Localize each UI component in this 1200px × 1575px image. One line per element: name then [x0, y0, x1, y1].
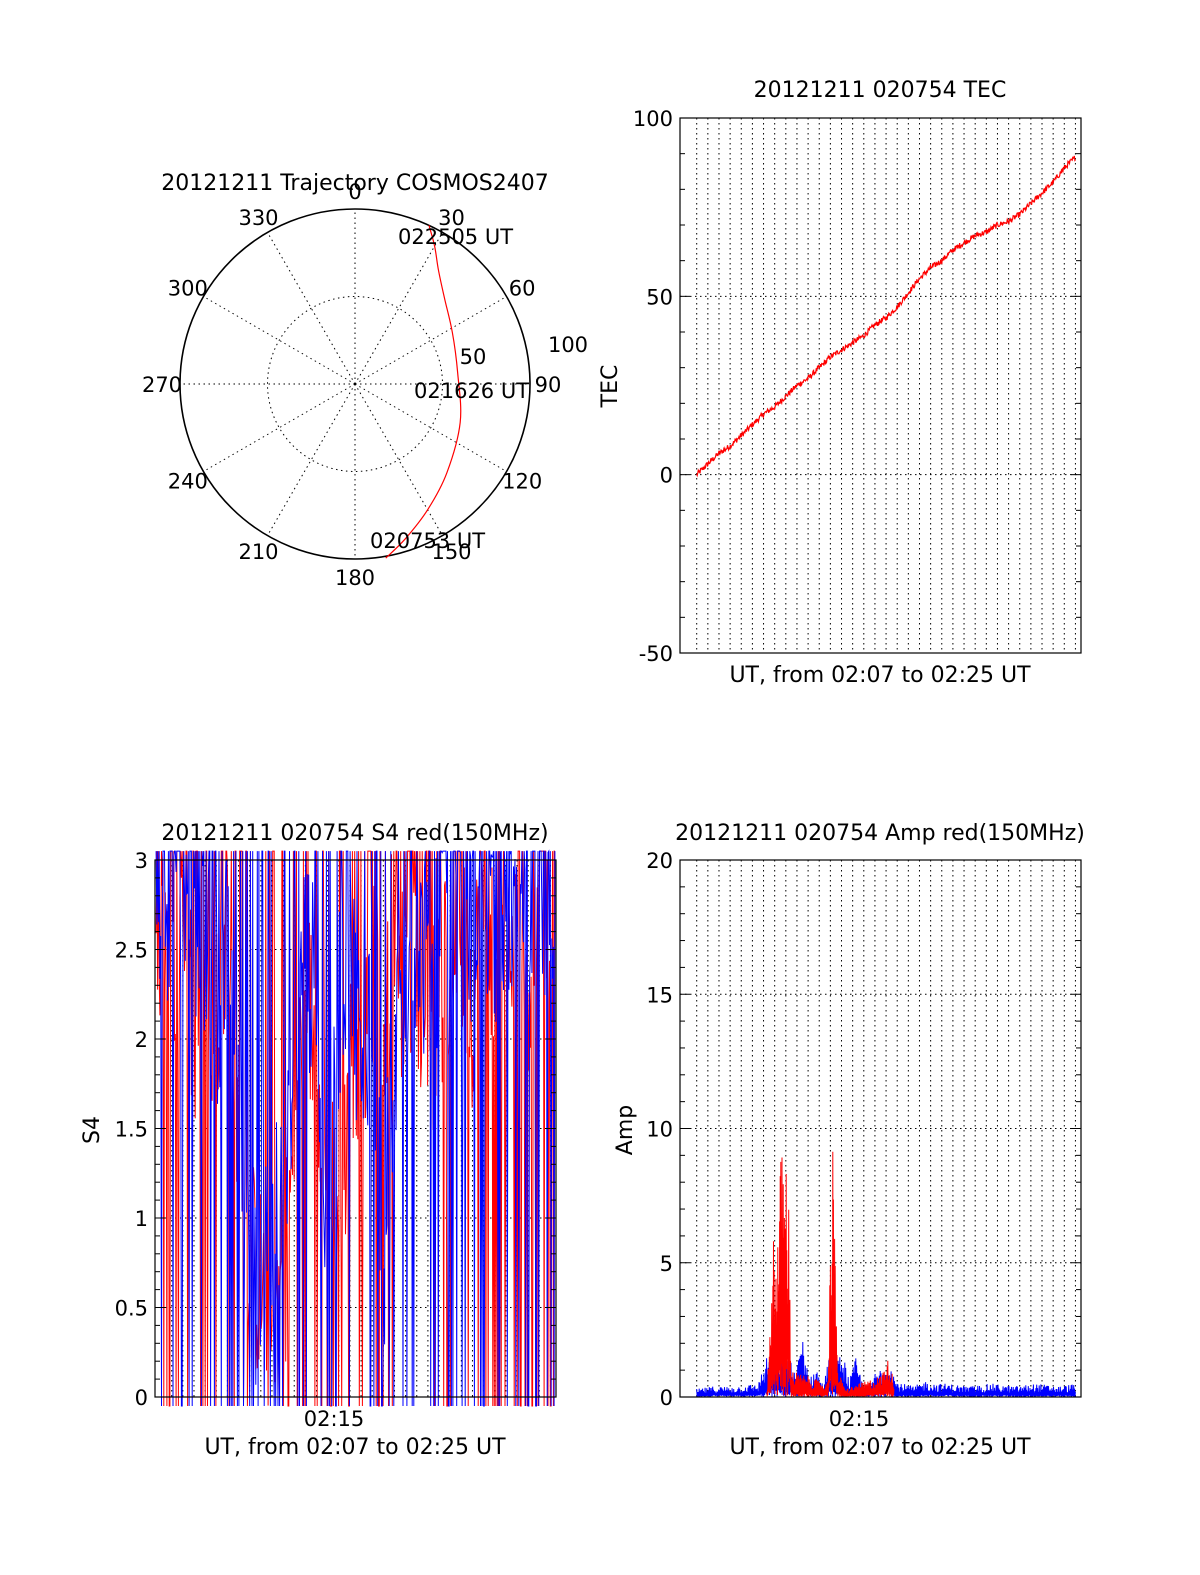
s4-x-tick-0215: 02:15: [304, 1407, 365, 1431]
tec-y-tick-label: 0: [660, 464, 673, 488]
amp-series-line-red: [766, 1151, 895, 1398]
s4-series-line-blue: [155, 849, 556, 1407]
s4-y-tick-label: 3: [135, 849, 148, 873]
s4-plot: 20121211 020754 S4 red(150MHz) 0 0.5 1 1.5 2…: [80, 821, 557, 1460]
s4-y-tick-label: 1: [135, 1207, 148, 1231]
polar-angle-label-330: 330: [238, 206, 278, 230]
polar-angle-label-90: 90: [535, 373, 562, 397]
polar-spoke-30: [354, 232, 443, 385]
polar-outer-circle: [179, 208, 531, 560]
polar-angle-label-300: 300: [168, 277, 208, 301]
tec-y-ticks: -50 0 50 100: [633, 107, 1081, 666]
s4-x-label: UT, from 02:07 to 02:25 UT: [204, 1435, 506, 1460]
s4-y-tick-label: 0: [135, 1386, 148, 1410]
polar-spoke-300: [203, 296, 356, 385]
radial-label-50: 50: [460, 345, 487, 369]
s4-y-ticks: 0 0.5 1 1.5 2 2.5 3: [115, 849, 556, 1410]
amp-y-tick-label: 20: [646, 849, 673, 873]
trajectory-polar-plot: 20121211 Trajectory COSMOS2407 0 30 60 90 12…: [142, 171, 588, 590]
polar-spoke-60: [354, 296, 507, 385]
s4-axes-frame: [154, 859, 557, 1398]
polar-angle-label-270: 270: [142, 373, 182, 397]
tec-plot: 20121211 020754 TEC -50 0 50 100 UT, from 0…: [598, 78, 1082, 688]
tec-y-tick-label: -50: [639, 642, 673, 666]
tec-x-label: UT, from 02:07 to 02:25 UT: [729, 663, 1031, 688]
s4-y-tick-label: 1.5: [115, 1118, 148, 1142]
polar-angle-labels: 0 30 60 90 120 150 180 210 240 270 300 330: [142, 180, 561, 590]
radial-label-100: 100: [548, 333, 588, 357]
annotation-start-time: 020753 UT: [370, 529, 485, 553]
amp-y-label: Amp: [613, 1105, 638, 1155]
amp-grid: [680, 859, 1081, 1398]
amp-y-tick-label: 10: [646, 1118, 673, 1142]
tec-y-label: TEC: [598, 365, 623, 409]
amp-axes-frame: [679, 859, 1082, 1398]
annotation-mid-time: 021626 UT: [414, 379, 529, 403]
polar-grid-circle-50: [267, 296, 443, 472]
polar-angle-label-150: 150: [431, 540, 471, 564]
amp-y-tick-label: 15: [646, 983, 673, 1007]
s4-y-tick-label: 2: [135, 1028, 148, 1052]
polar-spoke-210: [267, 383, 356, 536]
amp-plot: 20121211 020754 Amp red(150MHz) 0 5 10 15 20…: [613, 821, 1085, 1460]
s4-title: 20121211 020754 S4 red(150MHz): [161, 821, 548, 846]
trajectory-title: 20121211 Trajectory COSMOS2407: [161, 171, 548, 196]
polar-angle-label-60: 60: [509, 277, 536, 301]
polar-angle-label-210: 210: [238, 540, 278, 564]
amp-y-tick-label: 5: [660, 1252, 673, 1276]
s4-data: [155, 849, 556, 1407]
polar-angle-label-120: 120: [502, 470, 542, 494]
polar-angle-label-240: 240: [168, 470, 208, 494]
polar-angle-label-180: 180: [335, 566, 375, 590]
polar-angle-label-0: 0: [348, 180, 361, 204]
amp-title: 20121211 020754 Amp red(150MHz): [675, 821, 1085, 846]
amp-series-line-blue: [696, 1341, 1076, 1398]
polar-angle-label-30: 30: [438, 206, 465, 230]
trajectory-line: [385, 225, 462, 559]
tec-grid: [680, 117, 1081, 654]
s4-y-tick-label: 0.5: [115, 1297, 148, 1321]
polar-spoke-330: [267, 232, 356, 385]
tec-axes-frame: [679, 117, 1082, 654]
annotation-end-time: 022505 UT: [398, 225, 513, 249]
tec-y-tick-label: 100: [633, 107, 673, 131]
amp-data: [696, 1151, 1076, 1398]
polar-spoke-120: [354, 383, 507, 472]
amp-x-tick-0215: 02:15: [829, 1407, 890, 1431]
tec-title: 20121211 020754 TEC: [754, 78, 1007, 103]
s4-y-label: S4: [80, 1116, 105, 1144]
tec-series-line: [696, 155, 1076, 478]
s4-y-tick-label: 2.5: [115, 939, 148, 963]
amp-y-tick-label: 0: [660, 1386, 673, 1410]
tec-y-tick-label: 50: [646, 285, 673, 309]
polar-spoke-240: [203, 383, 356, 472]
amp-x-label: UT, from 02:07 to 02:25 UT: [729, 1435, 1031, 1460]
amp-y-ticks: 0 5 10 15 20: [646, 849, 1081, 1410]
